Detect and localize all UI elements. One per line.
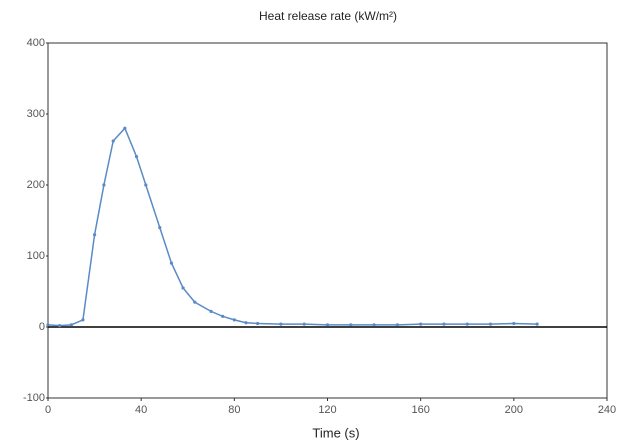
chart-title: Heat release rate (kW/m²) xyxy=(259,9,397,23)
data-point xyxy=(244,321,248,325)
data-point xyxy=(535,322,539,326)
x-tick-label: 40 xyxy=(135,404,147,416)
data-point xyxy=(232,318,236,322)
data-point xyxy=(46,323,50,327)
data-point xyxy=(209,309,213,313)
data-point xyxy=(325,323,330,327)
data-point xyxy=(92,233,97,237)
data-point xyxy=(81,318,85,322)
data-point xyxy=(488,322,493,326)
x-tick-label: 200 xyxy=(505,404,523,416)
data-point xyxy=(169,261,174,265)
data-point xyxy=(349,323,353,327)
x-tick-label: 160 xyxy=(411,404,429,416)
data-point xyxy=(193,300,197,304)
data-point xyxy=(123,126,127,130)
data-point xyxy=(372,323,376,327)
data-point xyxy=(221,314,225,318)
x-tick-label: 240 xyxy=(598,404,616,416)
y-tick-label: 200 xyxy=(27,179,45,191)
y-tick-label: 0 xyxy=(39,321,45,333)
data-point xyxy=(158,226,162,230)
data-point xyxy=(134,155,139,159)
data-point xyxy=(58,323,62,328)
data-point xyxy=(69,323,73,327)
y-tick-label: 400 xyxy=(27,37,45,49)
data-point xyxy=(465,322,469,326)
y-tick-label: -100 xyxy=(23,392,45,404)
x-tick-label: 0 xyxy=(45,404,51,416)
data-point xyxy=(102,183,106,187)
data-point xyxy=(256,321,260,326)
data-point xyxy=(181,286,185,290)
data-line xyxy=(47,126,538,327)
plot-frame xyxy=(47,42,608,399)
x-tick-label: 120 xyxy=(318,404,336,416)
data-point xyxy=(302,322,306,326)
x-axis-title: Time (s) xyxy=(312,425,359,440)
data-point xyxy=(395,323,399,327)
x-tick-label: 80 xyxy=(228,404,240,416)
y-tick-label: 300 xyxy=(27,108,45,120)
y-tick-label: 100 xyxy=(27,250,45,262)
data-point xyxy=(419,322,423,326)
data-point xyxy=(512,321,516,326)
data-point xyxy=(144,183,148,187)
data-point xyxy=(111,139,115,143)
data-point xyxy=(442,322,446,326)
data-point xyxy=(279,322,283,326)
